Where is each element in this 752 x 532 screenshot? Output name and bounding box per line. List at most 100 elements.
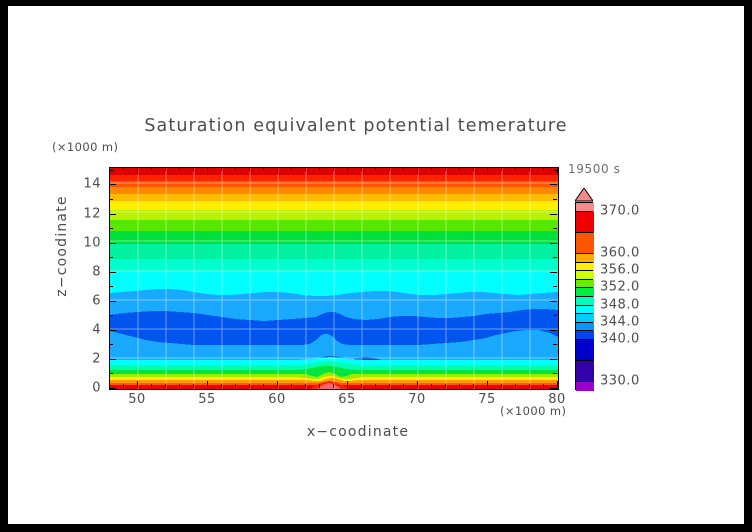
colorbar-segment [576,361,594,383]
colorbar-tick [575,296,593,297]
y-tick [109,329,116,331]
x-tick [263,384,264,388]
x-tick [207,381,208,388]
colorbar-segment [576,382,594,391]
x-tick [515,384,516,388]
contour-fill [110,168,558,389]
x-tick [179,167,180,171]
y-tick [550,300,557,302]
x-tick-label: 55 [198,392,216,407]
y-tick-label: 10 [83,235,101,251]
x-tick [221,384,222,388]
x-tick [529,167,530,171]
x-tick [249,167,250,171]
x-tick [361,167,362,171]
time-label: 19500 s [568,162,621,176]
x-tick [319,384,320,388]
x-tick [109,167,110,171]
y-tick [109,242,116,244]
y-tick [553,257,557,259]
x-tick-label: 50 [128,392,146,407]
x-tick [123,384,124,388]
y-tick [109,198,113,200]
y-tick [109,388,116,389]
x-tick [459,167,460,171]
x-tick [431,167,432,171]
y-tick [550,242,557,244]
colorbar-tick [575,261,593,263]
x-tick [319,167,320,171]
page-title: Saturation equivalent potential temeratu… [144,116,568,136]
x-tick [123,167,124,171]
x-tick [529,384,530,388]
colorbar-tick-label: 344.0 [600,314,640,330]
colorbar-segment [576,305,594,315]
x-tick [109,384,110,388]
x-tick [165,167,166,171]
x-tick [249,384,250,388]
x-tick [193,167,194,171]
y-tick [109,315,113,317]
colorbar-tick-label: 370.0 [600,203,640,219]
x-tick-label: 70 [408,392,426,407]
y-tick [553,373,557,375]
x-tick [445,167,446,171]
y-tick [553,169,557,171]
x-tick [137,381,138,388]
x-tick [333,167,334,171]
x-axis-unit-label: (×1000 m) [500,404,567,418]
x-tick [487,167,488,174]
colorbar-segment [576,314,594,323]
y-tick-label: 12 [83,206,101,222]
x-tick [235,384,236,388]
x-tick [543,384,544,388]
x-tick-label: 60 [268,392,286,407]
y-tick [553,286,557,288]
y-tick [109,213,116,215]
x-tick [515,167,516,171]
x-tick [417,167,418,174]
x-tick [473,167,474,171]
colorbar-segment [576,288,594,297]
x-tick [543,167,544,171]
x-axis-label: x−coodinate [306,424,410,440]
y-tick [109,300,116,302]
colorbar-tick [575,287,593,289]
x-tick [431,384,432,388]
colorbar-segment [576,322,594,332]
x-tick-label: 65 [338,392,356,407]
x-tick [417,381,418,388]
x-tick [375,384,376,388]
y-tick [109,257,113,259]
colorbar-tick [575,231,593,233]
y-tick [550,213,557,215]
colorbar-segment [576,211,594,233]
y-tick-label: 14 [83,176,101,192]
x-tick [207,167,208,174]
colorbar-segment [576,331,594,340]
y-tick-label: 6 [92,293,101,309]
figure-canvas: Saturation equivalent potential temeratu… [8,6,744,524]
x-tick [445,384,446,388]
colorbar-tick-label: 330.0 [600,373,640,389]
y-tick [109,373,113,375]
x-tick [347,381,348,388]
x-tick [403,384,404,388]
y-tick [109,169,113,171]
y-tick [109,358,116,360]
x-tick-label: 75 [478,392,496,407]
colorbar-tick [575,330,593,332]
y-tick-label: 4 [92,322,101,338]
colorbar-arrow-cap [575,188,593,202]
x-tick [291,384,292,388]
colorbar-segment [576,262,594,272]
y-tick [109,344,113,346]
y-axis-unit-label: (×1000 m) [52,140,119,154]
y-tick [109,286,113,288]
x-tick [347,167,348,174]
x-tick [557,167,558,174]
x-tick [221,167,222,171]
y-tick [553,198,557,200]
y-tick [109,184,116,186]
y-tick [550,271,557,273]
